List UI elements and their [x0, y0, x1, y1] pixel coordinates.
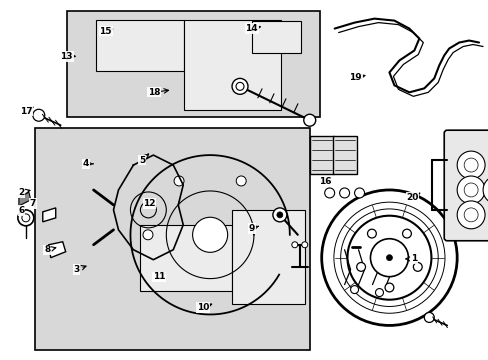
FancyBboxPatch shape	[443, 130, 488, 241]
Circle shape	[463, 158, 477, 172]
Circle shape	[303, 114, 315, 126]
Circle shape	[354, 188, 364, 198]
Circle shape	[375, 289, 383, 297]
Text: 8: 8	[44, 246, 50, 255]
Bar	[251, 22, 300, 53]
Circle shape	[324, 188, 334, 198]
Circle shape	[350, 285, 358, 293]
Bar	[140, 225, 232, 291]
Circle shape	[291, 242, 297, 248]
Circle shape	[384, 283, 393, 292]
Circle shape	[370, 239, 407, 277]
Circle shape	[22, 214, 30, 222]
Text: 20: 20	[406, 193, 418, 202]
Circle shape	[347, 216, 430, 300]
Text: 4: 4	[83, 159, 89, 168]
Bar	[309, 136, 333, 174]
Text: 5: 5	[139, 156, 145, 165]
Circle shape	[33, 109, 45, 121]
Bar	[332, 136, 356, 174]
Circle shape	[356, 262, 365, 271]
Bar	[35, 128, 309, 350]
Text: 13: 13	[61, 52, 73, 61]
Circle shape	[424, 312, 433, 323]
Text: 7: 7	[29, 199, 36, 208]
Bar	[96, 21, 183, 71]
Text: 10: 10	[197, 303, 209, 312]
Bar	[66, 12, 319, 117]
Circle shape	[321, 190, 456, 325]
Text: 19: 19	[348, 73, 361, 82]
Circle shape	[456, 151, 484, 179]
Circle shape	[412, 262, 421, 271]
Text: 6: 6	[18, 206, 24, 215]
Circle shape	[463, 183, 477, 197]
Circle shape	[174, 176, 183, 186]
Circle shape	[18, 210, 34, 226]
Circle shape	[386, 255, 392, 261]
Circle shape	[272, 208, 286, 222]
Circle shape	[482, 176, 488, 204]
Circle shape	[232, 78, 247, 94]
Text: 16: 16	[318, 177, 330, 186]
Text: 17: 17	[20, 107, 33, 116]
Circle shape	[456, 201, 484, 229]
Text: 18: 18	[148, 87, 160, 96]
Polygon shape	[49, 242, 65, 258]
Bar	[232, 211, 305, 304]
Text: 14: 14	[245, 24, 258, 33]
Text: 1: 1	[410, 255, 416, 264]
Circle shape	[367, 229, 376, 238]
Text: 2: 2	[18, 188, 24, 197]
Text: 9: 9	[248, 224, 254, 233]
Circle shape	[456, 176, 484, 204]
Text: 3: 3	[73, 265, 80, 274]
Text: 11: 11	[153, 272, 165, 281]
Text: 15: 15	[99, 27, 112, 36]
Circle shape	[236, 82, 244, 90]
Circle shape	[236, 176, 245, 186]
Circle shape	[402, 229, 410, 238]
Bar	[183, 21, 281, 110]
Circle shape	[301, 242, 307, 248]
Circle shape	[463, 208, 477, 222]
Circle shape	[192, 217, 227, 252]
Circle shape	[142, 230, 153, 240]
Polygon shape	[19, 192, 31, 206]
Circle shape	[276, 212, 282, 218]
Circle shape	[339, 188, 349, 198]
Text: 12: 12	[143, 199, 156, 208]
Polygon shape	[42, 208, 56, 222]
